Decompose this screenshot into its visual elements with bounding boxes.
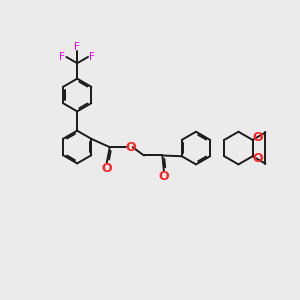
Text: O: O: [159, 170, 170, 183]
Text: O: O: [101, 162, 112, 175]
Text: O: O: [252, 152, 262, 165]
Text: O: O: [126, 141, 136, 154]
Text: F: F: [89, 52, 95, 62]
Text: F: F: [59, 52, 65, 62]
Text: O: O: [252, 131, 262, 144]
Text: F: F: [74, 42, 80, 52]
